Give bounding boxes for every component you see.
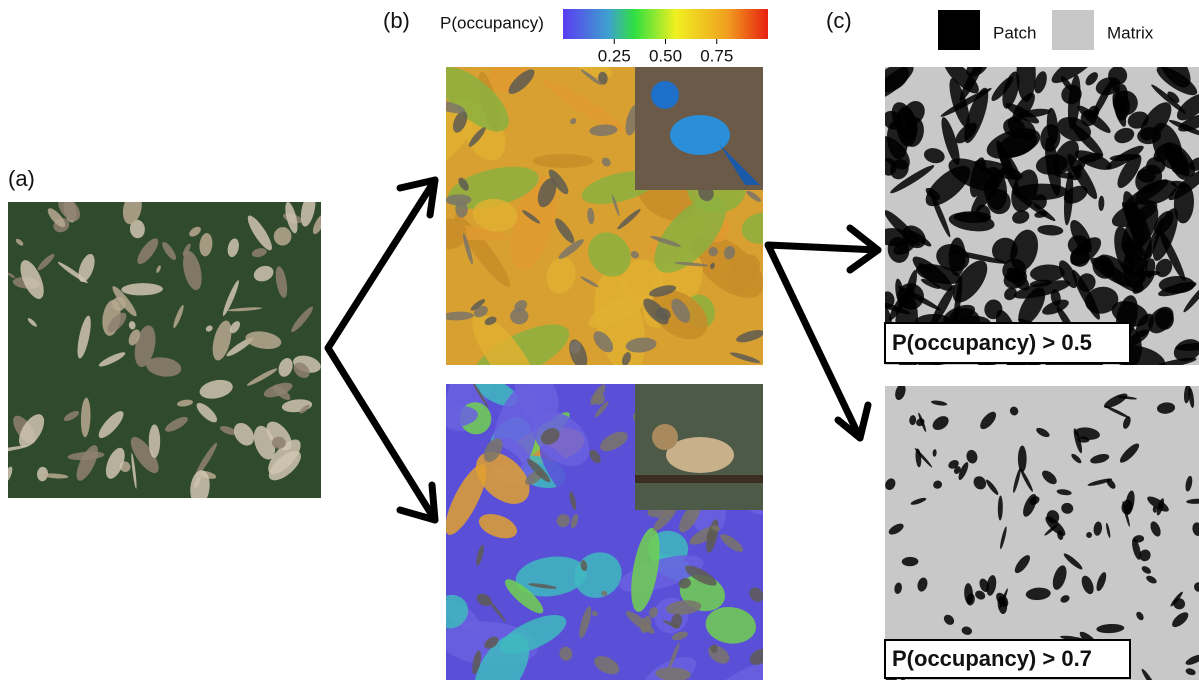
arrow <box>328 180 435 520</box>
bird <box>670 115 730 155</box>
threshold-label: P(occupancy) > 0.7 <box>892 646 1092 671</box>
patch-texture <box>1018 446 1027 473</box>
panel-label: (b) <box>383 8 410 33</box>
colorbar <box>563 9 768 39</box>
colorbar-tick-label: 0.25 <box>598 46 631 65</box>
road-texture <box>149 424 160 458</box>
occupancy-map-bottom <box>427 334 799 680</box>
occupancy-map-top <box>404 52 784 406</box>
occupancy-texture <box>533 154 594 168</box>
bird <box>652 424 678 450</box>
legend-swatch <box>938 10 980 50</box>
legend-swatch <box>1052 10 1094 50</box>
threshold-label: P(occupancy) > 0.5 <box>892 330 1092 355</box>
bird <box>651 81 679 109</box>
legend-label: Patch <box>993 23 1036 42</box>
patch-texture <box>1016 47 1035 102</box>
colorbar-tick-label: 0.75 <box>700 46 733 65</box>
colorbar-tick-label: 0.50 <box>649 46 682 65</box>
binary-map-bottom <box>880 383 1199 680</box>
panel-label: (a) <box>8 166 35 191</box>
branch <box>635 475 763 483</box>
satellite-image <box>0 191 328 507</box>
legend-label: Matrix <box>1107 23 1154 42</box>
arrow <box>768 245 878 438</box>
panel-label: (c) <box>826 8 852 33</box>
colorbar-title: P(occupancy) <box>440 13 544 32</box>
legend: Patch Matrix <box>938 10 1154 50</box>
figure: (a) (b) (c) P(occupancy) Patch Matrix P(o… <box>0 0 1199 680</box>
